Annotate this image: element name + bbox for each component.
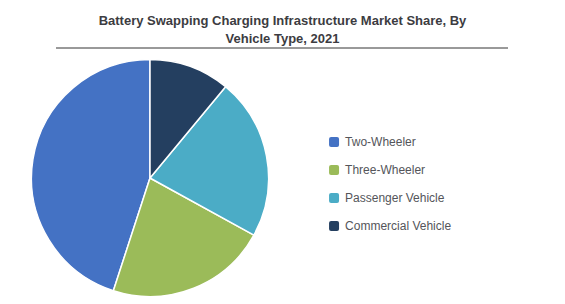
svg-text:Two-Wheeler: Two-Wheeler — [345, 135, 416, 149]
svg-text:Commercial Vehicle: Commercial Vehicle — [345, 219, 451, 233]
svg-text:Battery Swapping Charging Infr: Battery Swapping Charging Infrastructure… — [99, 13, 467, 28]
svg-text:Three-Wheeler: Three-Wheeler — [345, 163, 425, 177]
svg-text:Vehicle Type, 2021: Vehicle Type, 2021 — [226, 31, 340, 46]
svg-text:Passenger Vehicle: Passenger Vehicle — [345, 191, 445, 205]
